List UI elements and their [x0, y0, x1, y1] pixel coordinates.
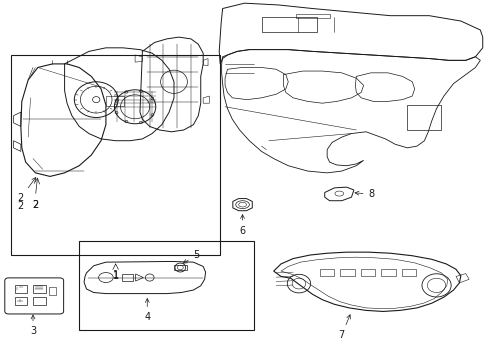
Bar [15, 285, 27, 293]
Bar [33, 297, 45, 305]
Text: 1: 1 [112, 270, 119, 280]
Bar [122, 274, 132, 282]
Bar [106, 96, 124, 106]
Bar [33, 285, 45, 293]
Text: 3: 3 [30, 315, 36, 337]
Text: 5: 5 [183, 250, 199, 263]
Text: 1: 1 [112, 271, 119, 281]
Text: 6: 6 [239, 215, 245, 236]
Bar [295, 14, 329, 18]
Bar [15, 297, 27, 305]
Text: 8: 8 [354, 189, 374, 199]
Text: 2: 2 [32, 200, 39, 210]
Bar [401, 269, 415, 276]
Bar [319, 269, 334, 276]
Text: 2: 2 [18, 177, 36, 203]
Bar [340, 269, 354, 276]
Bar [380, 269, 395, 276]
Text: 2: 2 [32, 200, 39, 210]
Bar [79, 241, 254, 330]
Bar [407, 105, 441, 130]
Bar [360, 269, 374, 276]
Text: 7: 7 [338, 315, 350, 340]
Bar [261, 18, 317, 32]
Text: 4: 4 [144, 298, 150, 322]
Bar [49, 287, 56, 295]
Text: 2: 2 [18, 202, 24, 211]
Bar [11, 55, 220, 255]
